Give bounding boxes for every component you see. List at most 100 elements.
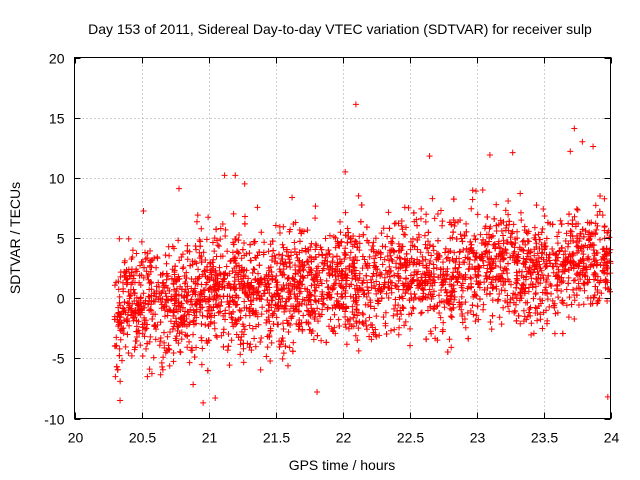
data-point — [128, 256, 135, 263]
data-point — [462, 299, 469, 306]
data-point — [250, 296, 257, 303]
data-point — [454, 278, 461, 285]
data-point — [600, 269, 607, 276]
data-point — [111, 316, 118, 323]
data-point — [494, 297, 501, 304]
data-point — [333, 297, 340, 304]
data-point — [575, 262, 582, 269]
data-point — [310, 336, 317, 343]
data-point — [486, 151, 493, 158]
data-point — [352, 332, 359, 339]
data-point — [264, 296, 271, 303]
data-point — [583, 266, 590, 273]
data-point — [175, 340, 182, 347]
data-point — [322, 254, 329, 261]
data-point — [314, 389, 321, 396]
data-point — [456, 261, 463, 268]
data-point — [222, 270, 229, 277]
data-point — [570, 250, 577, 257]
data-point — [455, 264, 462, 271]
data-point — [506, 218, 513, 225]
data-point — [125, 235, 132, 242]
data-point — [419, 262, 426, 269]
data-point — [348, 268, 355, 275]
data-point — [237, 337, 244, 344]
data-point — [144, 373, 151, 380]
data-point — [147, 278, 154, 285]
data-point — [182, 286, 189, 293]
data-point — [411, 291, 418, 298]
data-point — [352, 297, 359, 304]
data-point — [222, 232, 229, 239]
data-point — [235, 237, 242, 244]
data-point — [264, 344, 271, 351]
data-point — [359, 253, 366, 260]
data-point — [170, 358, 177, 365]
data-point — [436, 253, 443, 260]
data-point — [166, 362, 173, 369]
data-point — [372, 235, 379, 242]
data-point — [204, 263, 211, 270]
data-point — [418, 309, 425, 316]
data-point — [328, 294, 335, 301]
data-point — [500, 218, 507, 225]
data-point — [343, 341, 350, 348]
data-point — [269, 238, 276, 245]
data-point — [447, 305, 454, 312]
data-point — [546, 251, 553, 258]
data-point — [323, 339, 330, 346]
data-point — [122, 343, 129, 350]
data-point — [304, 307, 311, 314]
data-point — [375, 298, 382, 305]
data-point — [263, 283, 270, 290]
data-point — [496, 290, 503, 297]
data-point — [252, 343, 259, 350]
data-point — [361, 290, 368, 297]
data-point — [371, 259, 378, 266]
data-point — [486, 225, 493, 232]
data-point — [209, 239, 216, 246]
data-point — [470, 311, 477, 318]
data-point — [459, 310, 466, 317]
data-point — [121, 257, 128, 264]
data-point — [484, 253, 491, 260]
data-point — [153, 264, 160, 271]
y-tick-label: 5 — [57, 231, 65, 247]
data-point — [385, 279, 392, 286]
data-point — [176, 257, 183, 264]
data-point — [228, 314, 235, 321]
data-point — [545, 254, 552, 261]
data-point — [326, 323, 333, 330]
data-point — [130, 317, 137, 324]
data-point — [148, 370, 155, 377]
data-point — [277, 268, 284, 275]
data-point — [433, 303, 440, 310]
data-point — [458, 306, 465, 313]
data-point — [216, 243, 223, 250]
data-point — [405, 285, 412, 292]
data-point — [332, 280, 339, 287]
data-point — [414, 246, 421, 253]
data-point — [496, 251, 503, 258]
data-point — [444, 348, 451, 355]
data-point — [319, 300, 326, 307]
data-point — [518, 281, 525, 288]
data-point — [286, 288, 293, 295]
data-point — [541, 240, 548, 247]
data-point — [422, 294, 429, 301]
data-point — [382, 322, 389, 329]
data-point — [496, 273, 503, 280]
data-point — [163, 303, 170, 310]
data-point — [522, 258, 529, 265]
data-point — [389, 235, 396, 242]
data-point — [325, 266, 332, 273]
data-point — [276, 230, 283, 237]
data-point — [303, 301, 310, 308]
data-point — [558, 274, 565, 281]
data-point — [303, 319, 310, 326]
data-point — [533, 202, 540, 209]
data-point — [342, 313, 349, 320]
data-point — [247, 241, 254, 248]
data-point — [570, 265, 577, 272]
data-point — [456, 248, 463, 255]
